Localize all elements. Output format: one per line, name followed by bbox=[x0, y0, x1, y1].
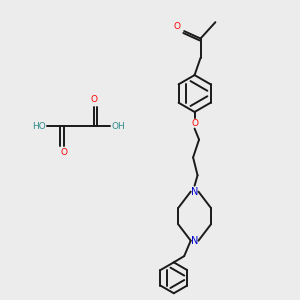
Text: O: O bbox=[173, 22, 180, 31]
Text: O: O bbox=[60, 148, 67, 158]
Text: N: N bbox=[191, 236, 198, 246]
Text: HO: HO bbox=[33, 122, 46, 131]
Text: O: O bbox=[90, 95, 97, 104]
Text: OH: OH bbox=[111, 122, 125, 131]
Text: O: O bbox=[191, 119, 198, 128]
Text: N: N bbox=[191, 187, 198, 196]
